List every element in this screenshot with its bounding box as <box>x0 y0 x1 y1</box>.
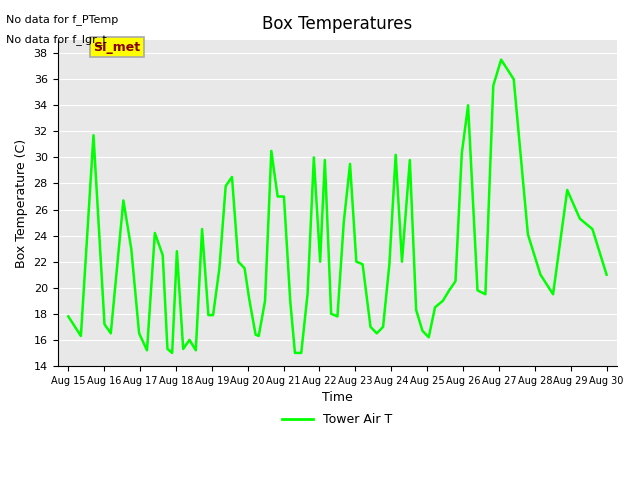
Text: No data for f_lgr_t: No data for f_lgr_t <box>6 34 107 45</box>
Y-axis label: Box Temperature (C): Box Temperature (C) <box>15 138 28 267</box>
Title: Box Temperatures: Box Temperatures <box>262 15 413 33</box>
Text: No data for f_PTemp: No data for f_PTemp <box>6 14 118 25</box>
Legend: Tower Air T: Tower Air T <box>277 408 397 432</box>
Text: SI_met: SI_met <box>93 40 141 54</box>
X-axis label: Time: Time <box>322 391 353 404</box>
